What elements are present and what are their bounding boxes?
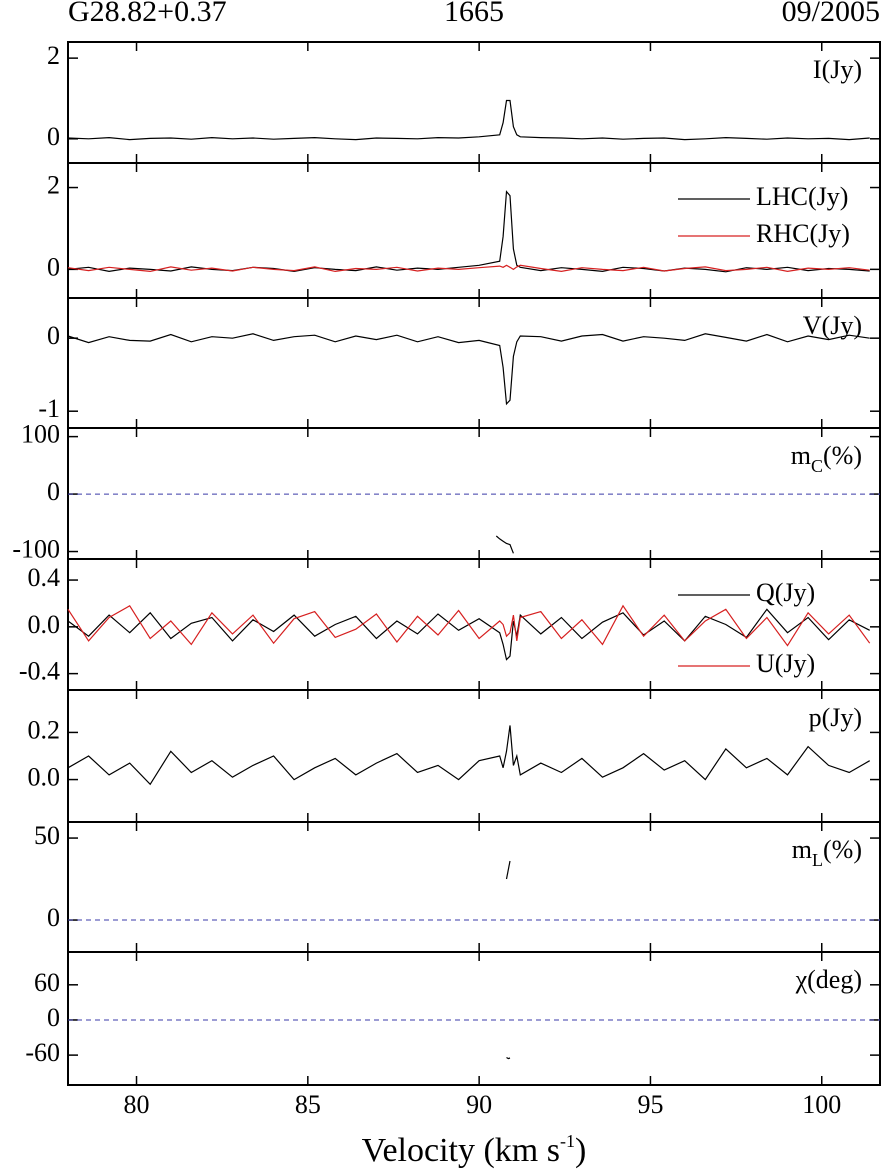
y-tick-label: 0 [47,122,60,151]
y-tick-label: 60 [34,968,60,997]
y-tick-label: 2 [47,41,60,70]
y-tick-label: -1 [38,394,60,423]
text-part: -1 [560,1131,575,1151]
panel-label: I(Jy) [813,55,862,84]
series-line [67,608,870,661]
title-right: 09/2005 [782,0,880,28]
series-line [506,1056,511,1060]
legend-label: RHC(Jy) [756,219,850,248]
x-tick-label: 90 [466,1090,492,1119]
series-line [67,725,870,786]
series-line [67,333,870,406]
legend-label: Q(Jy) [756,578,815,607]
panel-label: mC(%) [791,441,862,476]
panel-label: V(Jy) [803,311,862,340]
legend-label: U(Jy) [756,649,815,678]
y-tick-label: 0.2 [28,715,61,744]
panel-frame [67,41,881,164]
y-tick-label: 0 [47,1003,60,1032]
x-axis-title: Velocity (km s-1) [362,1131,587,1169]
panel-frame [67,951,881,1086]
x-tick-label: 95 [637,1090,663,1119]
y-tick-label: 0.0 [28,610,61,639]
y-tick-label: 0.0 [28,763,61,792]
text-part: p(Jy) [809,703,862,732]
text-part: χ(deg) [795,965,862,994]
text-part: Velocity (km s [362,1132,560,1169]
text-part: (%) [823,441,862,470]
y-tick-label: -60 [25,1038,60,1067]
panel-label: χ(deg) [795,965,862,994]
y-tick-label: -0.4 [19,657,60,686]
y-tick-label: -100 [12,534,60,563]
text-part: V(Jy) [803,311,862,340]
series-line [67,604,871,647]
text-part: m [791,441,811,470]
y-tick-label: 0 [47,321,60,350]
panel-frame [67,821,881,953]
text-part: m [792,835,812,864]
y-tick-label: 2 [47,171,60,200]
series-line [505,860,511,880]
x-tick-label: 85 [295,1090,321,1119]
text-part: L [812,850,823,870]
text-part: C [811,456,823,476]
panel-label: p(Jy) [809,703,862,732]
title-center: 1665 [444,0,504,28]
panel-label: mL(%) [792,835,862,870]
y-tick-label: 0 [47,477,60,506]
panel-frame [67,689,881,823]
series-line [67,264,870,273]
legend-label: LHC(Jy) [756,182,848,211]
panel-frame [67,427,881,560]
y-tick-label: 100 [21,420,60,449]
series-line [495,535,514,554]
x-tick-label: 80 [124,1090,150,1119]
x-tick-label: 100 [802,1090,841,1119]
series-line [67,190,870,273]
text-part: (%) [823,835,862,864]
y-tick-label: 0.4 [28,563,61,592]
y-tick-label: 0 [47,903,60,932]
panel-frame [67,297,881,429]
text-part: ) [575,1132,586,1169]
title-left: G28.82+0.37 [68,0,227,28]
y-tick-label: 50 [34,821,60,850]
y-tick-label: 0 [47,252,60,281]
series-line [67,99,870,141]
text-part: I(Jy) [813,55,862,84]
